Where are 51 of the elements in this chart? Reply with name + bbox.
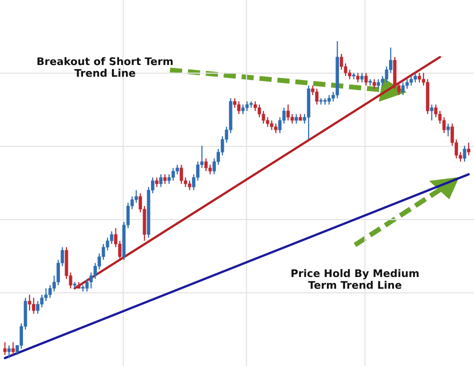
candlestick (462, 145, 466, 162)
annotation: Breakout of Short Term Trend Line (38, 57, 173, 77)
candlestick (401, 82, 405, 96)
candlestick (3, 342, 7, 356)
candlestick (36, 300, 40, 314)
candlestick (372, 78, 376, 90)
candlestick (410, 75, 413, 86)
candlestick (294, 114, 298, 124)
candlestick (414, 72, 417, 83)
candlestick (11, 342, 15, 356)
candlestick (180, 164, 184, 184)
candlestick (172, 167, 175, 182)
candlestick (7, 344, 11, 359)
candlestick (241, 104, 245, 115)
candlestick (467, 142, 470, 156)
candlestick (163, 174, 167, 184)
candlestick (315, 88, 318, 106)
candlestick (405, 78, 409, 90)
candlestick (376, 78, 380, 90)
candlestick (274, 123, 278, 134)
candlestick (32, 297, 36, 314)
candlestick (348, 69, 352, 80)
candlestick (245, 100, 249, 112)
candlestick (208, 164, 212, 175)
candlestick (155, 176, 158, 188)
candlestick (204, 158, 208, 172)
candlestick (356, 72, 360, 83)
annotation: Price Hold By Medium Term Trend Line (292, 269, 419, 289)
candlestick (266, 116, 270, 128)
candlestick (176, 164, 179, 175)
candlestick (258, 104, 262, 118)
candlestick (233, 98, 236, 108)
candlestick (286, 104, 290, 121)
candlestick (434, 104, 438, 118)
candlestick (159, 174, 163, 188)
candlestick (134, 190, 138, 204)
candlestick (360, 72, 364, 83)
candlestick (110, 230, 114, 245)
candlestick (446, 123, 450, 137)
candlestick (254, 100, 257, 112)
candlestick (340, 53, 344, 70)
candlestick (430, 104, 434, 121)
candlestick (364, 72, 368, 86)
candlestick (188, 180, 192, 191)
candlestick (327, 94, 331, 106)
candlestick (237, 100, 240, 115)
candlestick (28, 294, 32, 312)
candlestick (270, 120, 274, 130)
candlestick (290, 114, 294, 124)
candlestick (418, 72, 422, 83)
candlestick (442, 116, 446, 134)
